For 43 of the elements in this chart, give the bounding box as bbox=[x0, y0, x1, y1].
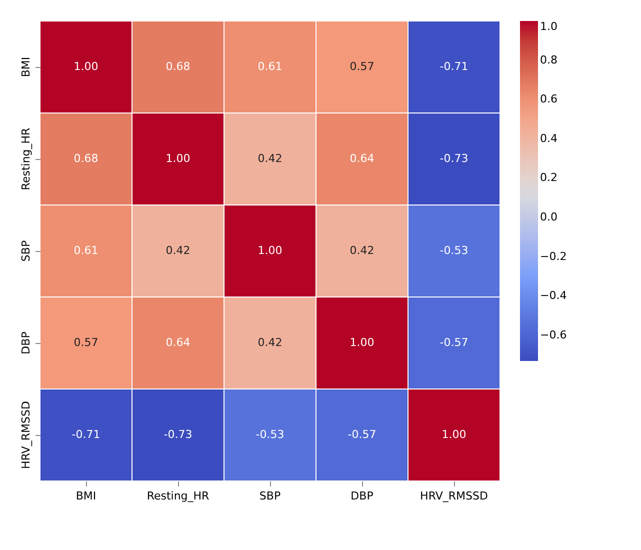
data-label: 0.42 bbox=[258, 152, 282, 165]
data-label: -0.73 bbox=[164, 428, 192, 441]
y-tick-label: SBP bbox=[20, 240, 32, 262]
data-label: 0.57 bbox=[74, 336, 98, 349]
color-bar-label: 0.6 bbox=[540, 92, 558, 106]
data-label: -0.57 bbox=[348, 428, 376, 441]
color-bar-label: 0.2 bbox=[540, 171, 558, 184]
data-label: -0.57 bbox=[440, 336, 468, 349]
color-bar-label: 0.0 bbox=[540, 210, 558, 224]
x-tick-label: HRV_RMSSD bbox=[420, 490, 488, 502]
data-label: 0.61 bbox=[74, 244, 98, 257]
data-label: 1.00 bbox=[442, 428, 466, 441]
data-label: 1.00 bbox=[74, 60, 98, 73]
data-label: -0.53 bbox=[256, 428, 284, 441]
x-tick-label: DBP bbox=[350, 490, 374, 502]
data-label: 1.00 bbox=[258, 244, 282, 257]
data-label: 0.42 bbox=[350, 244, 374, 257]
color-bar-label: 1.0 bbox=[540, 20, 558, 33]
data-label: -0.53 bbox=[440, 244, 468, 257]
x-tick-label: BMI bbox=[76, 490, 96, 502]
data-label: 1.00 bbox=[166, 152, 190, 165]
data-label: 0.42 bbox=[166, 244, 190, 257]
data-label: 0.57 bbox=[350, 60, 374, 73]
data-label: 0.64 bbox=[350, 152, 374, 165]
y-tick-label: DBP bbox=[20, 331, 32, 354]
data-label: 0.64 bbox=[166, 336, 190, 349]
color-bar-label: −0.4 bbox=[540, 289, 567, 302]
data-label: 0.68 bbox=[74, 152, 98, 165]
color-bar-label: −0.6 bbox=[540, 328, 567, 342]
data-label: 0.68 bbox=[166, 60, 190, 73]
x-tick-label: SBP bbox=[259, 490, 281, 502]
data-label: -0.71 bbox=[440, 60, 468, 73]
data-label: 0.61 bbox=[258, 60, 282, 73]
color-bar-label: 0.4 bbox=[540, 132, 558, 145]
data-label: 0.42 bbox=[258, 336, 282, 349]
data-label: 1.00 bbox=[350, 336, 374, 349]
data-label: -0.73 bbox=[440, 152, 468, 165]
data-label: -0.71 bbox=[72, 428, 100, 441]
y-tick-label: BMI bbox=[20, 56, 32, 78]
color-bar-label: 0.8 bbox=[540, 53, 558, 66]
x-tick-label: Resting_HR bbox=[146, 490, 210, 502]
y-tick-label: Resting_HR bbox=[20, 127, 32, 190]
color-bar-label: −0.2 bbox=[540, 250, 567, 263]
